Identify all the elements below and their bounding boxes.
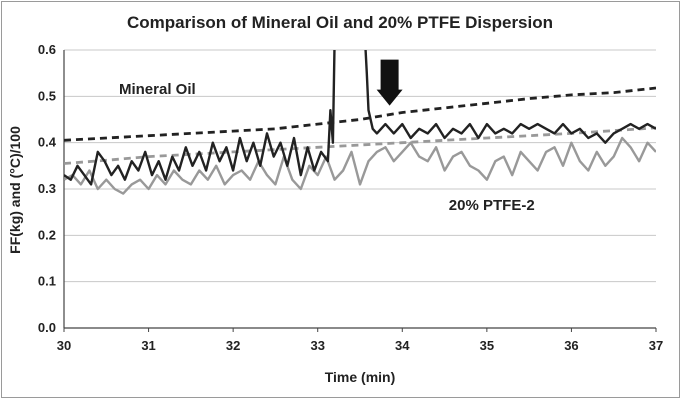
x-tick-label: 32 bbox=[226, 338, 240, 353]
y-tick-labels: 0.0 0.1 0.2 0.3 0.4 0.5 0.6 bbox=[38, 42, 57, 335]
x-tick-label: 34 bbox=[395, 338, 410, 353]
y-tick-label: 0.5 bbox=[38, 88, 56, 103]
x-tick-label: 31 bbox=[141, 338, 155, 353]
series-line-mineral-oil-temperature bbox=[64, 86, 656, 142]
x-axis-label: Time (min) bbox=[325, 369, 396, 385]
y-tick-label: 0.0 bbox=[38, 320, 56, 335]
series-line-20-ptfe-2-ff bbox=[64, 136, 656, 195]
chart-title: Comparison of Mineral Oil and 20% PTFE D… bbox=[127, 13, 553, 32]
x-tick-label: 35 bbox=[480, 338, 494, 353]
x-tick-label: 30 bbox=[57, 338, 71, 353]
series-line-mineral-oil-ff bbox=[64, 50, 656, 186]
y-axis-label: FF(kg) and (°C)/100 bbox=[7, 126, 23, 254]
y-tick-label: 0.6 bbox=[38, 42, 56, 57]
annotations: Mineral Oil 20% PTFE-2 bbox=[119, 59, 535, 214]
y-tick-label: 0.4 bbox=[38, 135, 57, 150]
y-tick-label: 0.3 bbox=[38, 181, 56, 196]
x-tick-label: 37 bbox=[649, 338, 663, 353]
series-line-20-ptfe-2-temperature bbox=[64, 126, 656, 165]
y-tick-label: 0.2 bbox=[38, 227, 56, 242]
annotation-label: Mineral Oil bbox=[119, 81, 196, 98]
y-tick-label: 0.1 bbox=[38, 274, 56, 289]
x-tick-label: 33 bbox=[310, 338, 324, 353]
down-arrow-icon bbox=[376, 59, 403, 106]
series-lines bbox=[64, 50, 656, 195]
x-tick-labels: 30 31 32 33 34 35 36 37 bbox=[57, 338, 663, 353]
axes bbox=[63, 50, 657, 332]
annotation-label: 20% PTFE-2 bbox=[449, 197, 535, 214]
x-tick-label: 36 bbox=[564, 338, 578, 353]
